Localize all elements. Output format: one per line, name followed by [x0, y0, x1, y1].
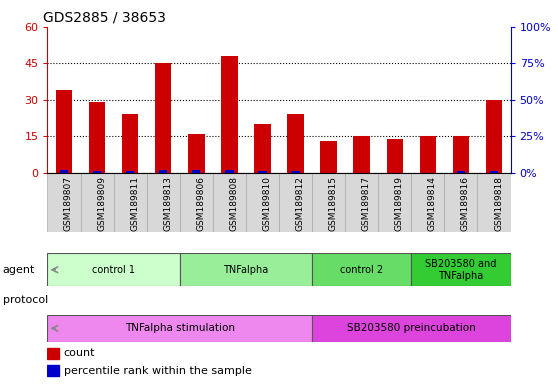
Bar [221, 56, 238, 173]
Bar [486, 100, 502, 173]
Bar [312, 173, 345, 232]
Text: GSM189807: GSM189807 [64, 176, 73, 231]
Bar [126, 171, 134, 173]
Text: GSM189819: GSM189819 [395, 176, 404, 231]
Text: GSM189817: GSM189817 [362, 176, 371, 231]
Bar [291, 171, 300, 173]
Bar [345, 173, 378, 232]
Text: GSM189816: GSM189816 [461, 176, 470, 231]
Bar [60, 170, 68, 173]
Bar [478, 173, 511, 232]
Bar [411, 173, 444, 232]
Text: SB203580 and
TNFalpha: SB203580 and TNFalpha [425, 259, 497, 281]
Bar [89, 102, 105, 173]
Text: control 1: control 1 [92, 265, 135, 275]
Text: GSM189806: GSM189806 [196, 176, 205, 231]
Bar [258, 171, 267, 173]
Bar [192, 170, 200, 173]
Bar [180, 253, 312, 286]
Bar [47, 348, 59, 359]
Bar [444, 173, 478, 232]
Text: GSM189808: GSM189808 [229, 176, 238, 231]
Text: GDS2885 / 38653: GDS2885 / 38653 [43, 10, 166, 24]
Bar [47, 253, 180, 286]
Bar [80, 173, 114, 232]
Bar [47, 365, 59, 376]
Text: GSM189814: GSM189814 [428, 176, 437, 231]
Bar [420, 136, 436, 173]
Bar [312, 253, 411, 286]
Text: agent: agent [3, 265, 35, 275]
Bar [254, 124, 271, 173]
Bar [159, 170, 167, 173]
Bar [287, 114, 304, 173]
Bar [147, 173, 180, 232]
Text: GSM189812: GSM189812 [296, 176, 305, 231]
Bar [47, 315, 312, 342]
Bar [155, 63, 171, 173]
Bar [188, 134, 205, 173]
Bar [387, 139, 403, 173]
Bar [122, 114, 138, 173]
Text: GSM189818: GSM189818 [494, 176, 503, 231]
Text: percentile rank within the sample: percentile rank within the sample [64, 366, 252, 376]
Text: control 2: control 2 [340, 265, 383, 275]
Bar [47, 173, 80, 232]
Bar [411, 253, 511, 286]
Bar [114, 173, 147, 232]
Text: count: count [64, 348, 95, 358]
Bar [490, 171, 498, 173]
Bar [453, 136, 469, 173]
Text: GSM189810: GSM189810 [262, 176, 271, 231]
Bar [225, 170, 233, 173]
Text: GSM189811: GSM189811 [130, 176, 139, 231]
Text: GSM189815: GSM189815 [329, 176, 338, 231]
Bar [279, 173, 312, 232]
Bar [246, 173, 279, 232]
Bar [457, 171, 465, 173]
Text: SB203580 preincubation: SB203580 preincubation [347, 323, 476, 333]
Bar [93, 171, 101, 173]
Bar [312, 315, 511, 342]
Bar [378, 173, 411, 232]
Text: GSM189809: GSM189809 [97, 176, 106, 231]
Bar [213, 173, 246, 232]
Text: TNFalpha: TNFalpha [223, 265, 268, 275]
Text: TNFalpha stimulation: TNFalpha stimulation [125, 323, 235, 333]
Bar [56, 90, 72, 173]
Bar [353, 136, 370, 173]
Text: protocol: protocol [3, 295, 48, 305]
Bar [320, 141, 337, 173]
Bar [180, 173, 213, 232]
Text: GSM189813: GSM189813 [163, 176, 172, 231]
